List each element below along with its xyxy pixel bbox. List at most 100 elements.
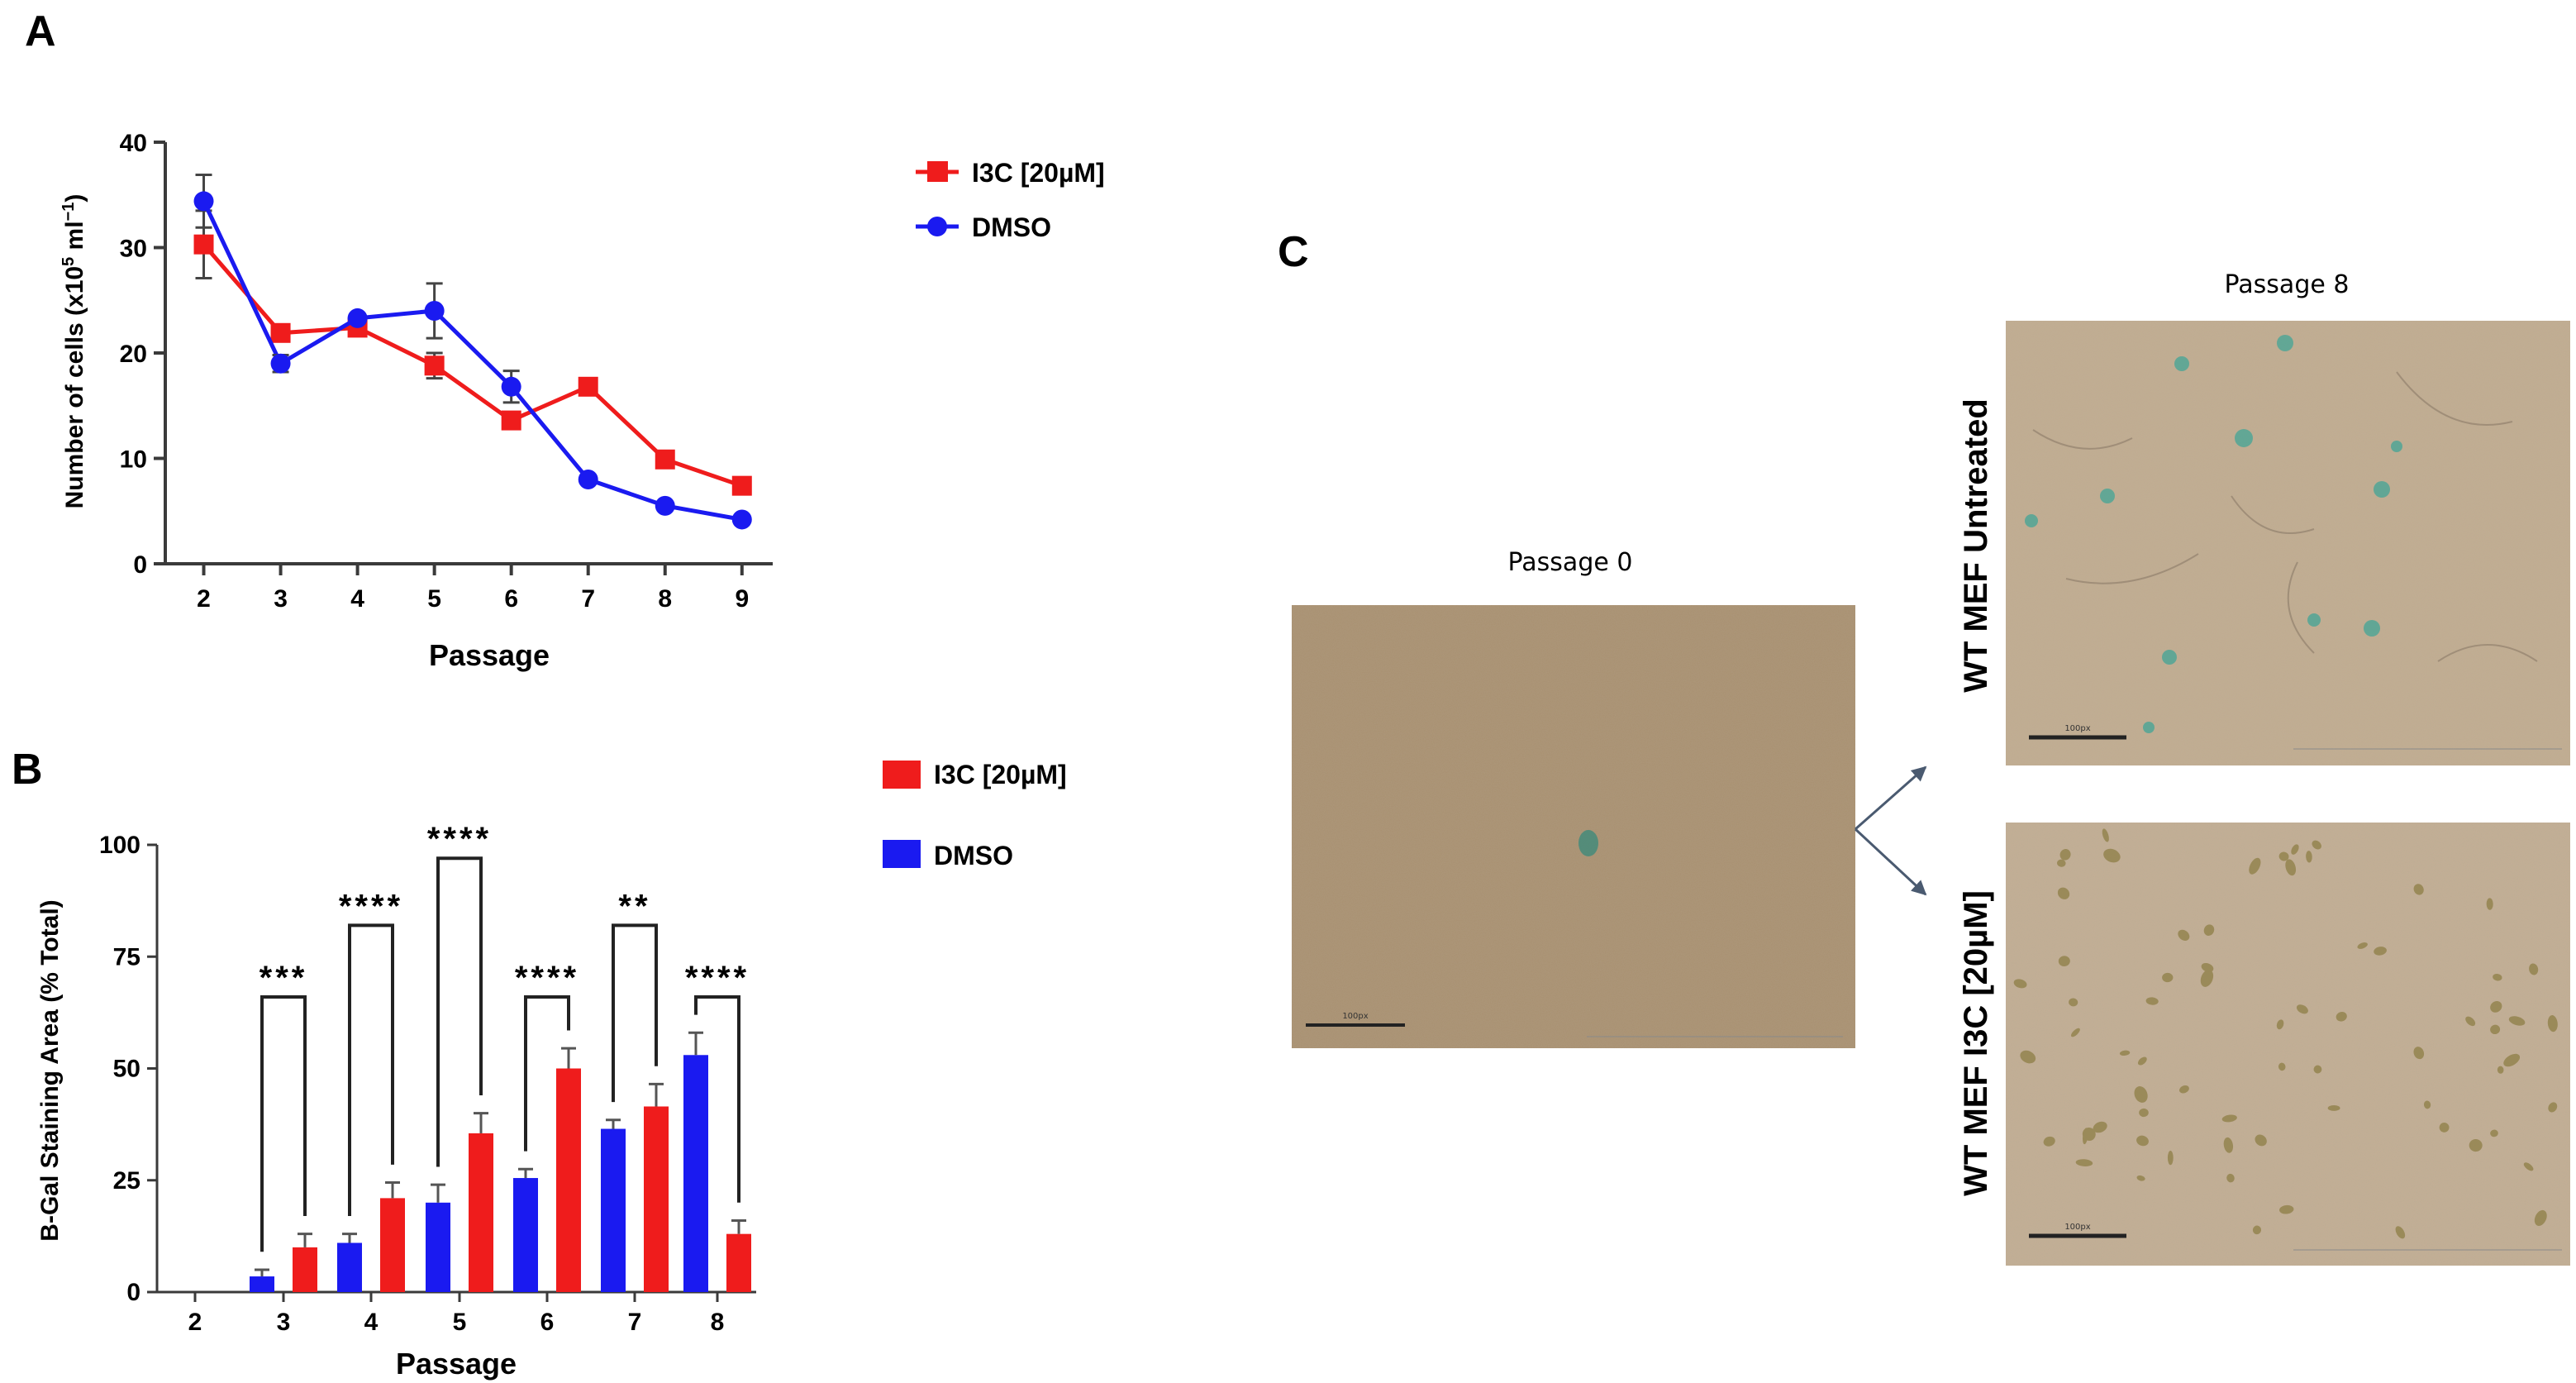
treated-cell (2071, 1028, 2080, 1037)
treated-cell (2296, 1004, 2308, 1014)
panel-c: Passage 0 Passage 8 100px (1292, 270, 2570, 1266)
chart-a-ytick-label: 0 (133, 551, 147, 579)
treated-cell (2374, 947, 2387, 956)
treated-cell (2490, 1000, 2502, 1013)
arrow-to-treated (1854, 827, 1927, 896)
treated-cell (2534, 1209, 2547, 1226)
chart-b-bar-i3c (726, 1233, 751, 1292)
treated-cell (2423, 1100, 2431, 1109)
treated-cell (2203, 924, 2215, 936)
legend-a-dmso-marker (927, 217, 947, 236)
chart-b-bar-dmso (426, 1202, 450, 1292)
chart-a-point-dmso (193, 191, 214, 212)
chart-b-bar-i3c (644, 1106, 669, 1292)
arrow-to-untreated (1855, 765, 1927, 831)
chart-b-xtick-label: 8 (711, 1309, 725, 1336)
chart-b-legend: I3C [20µM] DMSO (883, 760, 1067, 870)
chart-b-x-title: Passage (396, 1347, 517, 1381)
treated-cell (2336, 1011, 2347, 1022)
chart-b-bar-i3c (469, 1133, 493, 1292)
chart-b-y-title: B-Gal Staining Area (% Total) (36, 899, 64, 1241)
legend-b-i3c-swatch (883, 761, 921, 789)
treated-cell (2178, 1085, 2189, 1094)
treated-cell (2082, 1127, 2096, 1141)
micrograph-untreated: 100px (2006, 321, 2570, 765)
treated-cell (2529, 963, 2539, 975)
micrograph-treated: 100px (2006, 823, 2570, 1266)
chart-b-xtick-label: 2 (188, 1309, 202, 1336)
chart-b-bar-dmso (683, 1055, 708, 1292)
scalebar-text-treated: 100px (2064, 1223, 2090, 1232)
chart-a-point-dmso (424, 301, 445, 321)
chart-a-xtick-label: 4 (350, 585, 364, 613)
passage0-label: Passage 0 (1508, 548, 1633, 577)
treated-cell (2413, 1047, 2425, 1060)
legend-b-i3c-label: I3C [20µM] (934, 760, 1067, 789)
untreated-label: WT MEF Untreated (1958, 398, 1994, 693)
chart-a-ytick-label: 20 (120, 341, 147, 368)
chart-b-sig-bracket (524, 994, 570, 1152)
chart-a-point-i3c (655, 449, 675, 470)
chart-b-bar-dmso (601, 1128, 626, 1292)
chart-a-legend: I3C [20µM] DMSO (916, 158, 1105, 242)
chart-b-xtick-label: 3 (277, 1309, 291, 1336)
treated-cell (2162, 972, 2174, 983)
treated-cell (2145, 997, 2159, 1005)
chart-a-line-dmso (202, 200, 743, 522)
treated-cell (2056, 859, 2066, 867)
treated-cell (2486, 898, 2493, 910)
chart-a-xtick-label: 7 (581, 585, 595, 613)
chart-a-point-i3c (578, 376, 598, 397)
chart-b-xtick-label: 5 (453, 1309, 467, 1336)
chart-b-sig-bracket (348, 923, 394, 1217)
chart-a-xtick-label: 2 (197, 585, 211, 613)
chart-a-xtick-label: 3 (274, 585, 288, 613)
chart-b-sig-label: *** (260, 960, 308, 996)
treated-cell (2139, 1108, 2149, 1118)
treated-cell (2201, 962, 2214, 972)
treated-cell (2503, 1053, 2521, 1067)
treated-cell (2278, 1062, 2286, 1071)
treated-cell (2249, 857, 2261, 875)
treated-cell (2439, 1122, 2450, 1133)
panel-label-a: A (25, 7, 56, 55)
chart-b-sig-label: **** (339, 888, 403, 924)
chart-b-bar-i3c (380, 1198, 405, 1292)
chart-a-point-dmso (731, 509, 752, 530)
treated-cell (2465, 1016, 2476, 1027)
chart-b-bar-dmso (337, 1242, 362, 1292)
chart-b-bar-i3c (293, 1247, 317, 1292)
micrograph-passage0: 100px (1292, 605, 1855, 1048)
treated-cell (2136, 1175, 2145, 1181)
chart-a-ytick-label: 40 (120, 130, 147, 157)
legend-a-i3c-label: I3C [20µM] (972, 158, 1105, 188)
chart-a-point-i3c (424, 355, 445, 376)
treated-cell (2069, 998, 2078, 1007)
chart-a-point-dmso (347, 308, 368, 328)
chart-a-x-title: Passage (429, 638, 550, 672)
chart-b-sig-label: **** (515, 960, 579, 996)
treated-cell (2493, 973, 2502, 981)
treated-cell (2119, 1050, 2131, 1056)
chart-a-ytick-label: 30 (120, 236, 147, 263)
chart-a-xtick-label: 6 (504, 585, 518, 613)
treated-cell (2497, 1066, 2504, 1074)
chart-a-point-i3c (501, 410, 521, 431)
chart-b-sig-label: **** (685, 960, 750, 996)
treated-cell (2103, 848, 2121, 863)
chart-a-point-dmso (655, 495, 675, 516)
treated-cell (2469, 1138, 2483, 1152)
passage8-label: Passage 8 (2225, 270, 2350, 299)
chart-b-sig-bracket (612, 923, 658, 1103)
treated-label: WT MEF I3C [20µM] (1958, 890, 1994, 1196)
chart-b-ytick-label: 0 (126, 1279, 140, 1306)
chart-b-bar-dmso (513, 1178, 538, 1292)
treated-cell (2312, 840, 2321, 850)
chart-b-ytick-label: 25 (113, 1167, 140, 1195)
treated-cell (2075, 1159, 2093, 1166)
chart-a-xtick-label: 9 (735, 585, 749, 613)
treated-cell (2291, 844, 2299, 855)
treated-cell (2093, 1121, 2107, 1133)
